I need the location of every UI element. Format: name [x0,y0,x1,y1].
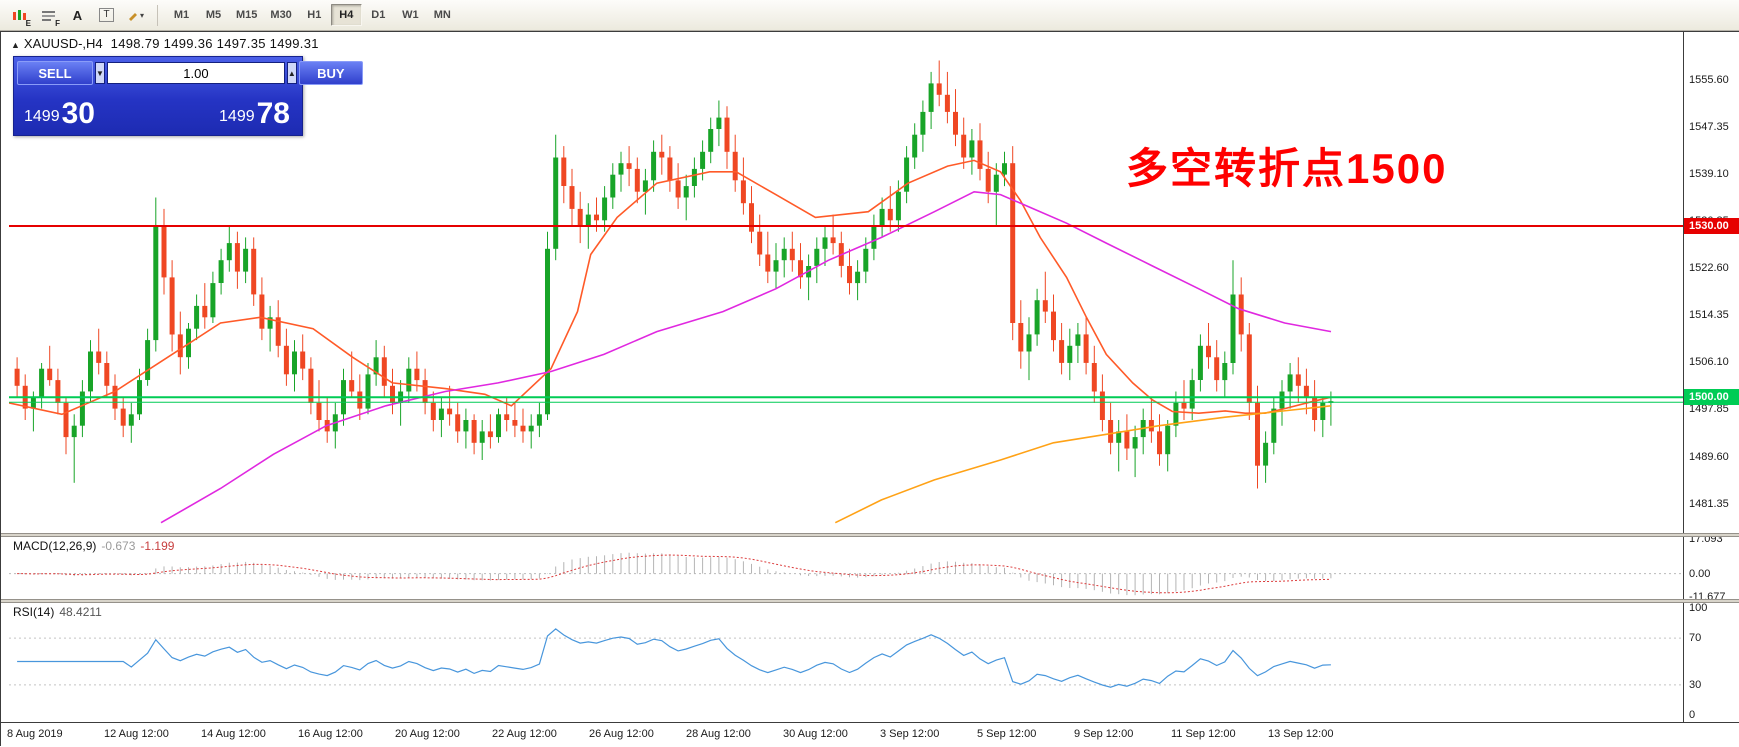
rsi-axis-label: 30 [1689,678,1702,691]
tool-sub-label: F [55,18,60,28]
panel-divider[interactable] [1,599,1739,603]
sell-button[interactable]: SELL [17,61,93,85]
buy-price-pips: 78 [256,96,290,130]
timeframe-M30[interactable]: M30 [270,9,292,21]
list-icon [42,10,55,21]
macd-signal-value: -1.199 [140,539,175,553]
timeframe-W1[interactable]: W1 [402,9,419,21]
text-tool-button[interactable]: A [72,7,83,23]
time-axis-label: 13 Sep 12:00 [1268,728,1334,740]
time-axis-label: 14 Aug 12:00 [201,728,266,740]
chart-window[interactable]: 多空转折点1500 ▲ XAUUSD-,H4 1498.79 1499.36 149… [0,31,1739,747]
timeframe-bar: M1 M5 M15 M30 H1 H4 D1 W1 MN [166,4,458,26]
timeframe-H1[interactable]: H1 [307,9,322,21]
macd-indicator-label: MACD(12,26,9) -0.673 -1.199 [13,539,174,553]
chart-style-button[interactable]: E [6,3,33,28]
price-axis-label: 1497.85 [1689,403,1729,416]
one-click-panel-toggle[interactable]: ▲ [11,40,20,50]
dropdown-caret-icon: ▾ [139,10,144,20]
ma-fast-line [9,159,1332,416]
macd-panel[interactable] [9,537,1683,599]
ma-medium-line [160,190,1332,524]
price-line-tag: 1500.00 [1684,389,1739,406]
timeframe-M1[interactable]: M1 [173,9,190,21]
rsi-axis-label: 70 [1689,632,1702,645]
buy-price[interactable]: 1499 78 [219,96,290,130]
rsi-panel[interactable] [9,603,1683,720]
macd-histogram [24,552,1332,596]
tool-sub-label: E [25,18,31,28]
candlestick-chart-icon [13,9,26,20]
ohlc-values: 1498.79 1499.36 1497.35 1499.31 [110,36,319,51]
panel-divider[interactable] [1,533,1739,537]
macd-name: MACD(12,26,9) [13,539,97,553]
price-axis-label: 1481.35 [1689,497,1729,510]
time-axis-label: 3 Sep 12:00 [880,728,940,740]
time-axis-label: 5 Sep 12:00 [977,728,1037,740]
price-axis-label: 1555.60 [1689,73,1729,86]
pencil-icon [128,13,137,21]
time-axis-label: 20 Aug 12:00 [395,728,460,740]
rsi-axis-label: 0 [1689,709,1696,721]
timeframe-D1[interactable]: D1 [371,9,386,21]
sell-price-pips: 30 [61,96,95,130]
buy-price-big: 1499 [219,108,255,126]
price-line-tag: 1530.00 [1684,218,1739,234]
sell-price-big: 1499 [24,108,60,126]
sell-price[interactable]: 1499 30 [24,96,95,130]
rsi-indicator-label: RSI(14) 48.4211 [13,605,102,619]
time-axis-label: 28 Aug 12:00 [686,728,751,740]
textbox-tool-button[interactable]: T [93,3,120,28]
macd-main-value: -0.673 [101,539,136,553]
macd-axis-label: 0.00 [1689,567,1711,580]
volume-increase-button[interactable]: ▲ [286,62,297,84]
buy-button[interactable]: BUY [298,61,363,85]
time-axis-label: 30 Aug 12:00 [783,728,848,740]
rsi-line [17,628,1331,688]
timeframe-M15[interactable]: M15 [236,9,258,21]
time-axis-label: 26 Aug 12:00 [589,728,654,740]
chart-title: ▲ XAUUSD-,H4 1498.79 1499.36 1497.35 1499.… [11,36,319,51]
volume-input[interactable] [106,62,285,84]
time-axis-label: 9 Sep 12:00 [1074,728,1134,740]
textbox-glyph: T [99,8,114,22]
time-axis-label: 8 Aug 2019 [7,728,63,740]
price-axis-label: 1506.10 [1689,356,1729,369]
time-axis-label: 11 Sep 12:00 [1171,728,1236,740]
symbol-label: XAUUSD-,H4 [23,36,103,51]
timeframe-M5[interactable]: M5 [205,9,222,21]
macd-signal-line [17,554,1331,594]
drawing-tools-button[interactable]: ▾ [122,3,149,28]
time-axis[interactable]: 8 Aug 2019 12 Aug 12:00 14 Aug 12:00 16 Aug… [1,722,1739,747]
one-click-trading-panel: SELL ▼ ▲ BUY 1499 30 1499 78 [13,56,363,136]
toolbar: E F A T ▾ M1 M5 M15 M30 H1 H4 D1 W1 MN [0,0,1739,31]
ma-slow-line [834,405,1332,524]
price-axis-label: 1539.10 [1689,168,1729,181]
candlestick-series [14,60,1334,489]
main-price-chart[interactable] [9,32,1683,533]
timeframe-H4[interactable]: H4 [330,4,362,26]
timeframe-MN[interactable]: MN [433,9,451,21]
object-list-button[interactable]: F [35,3,62,28]
rsi-axis-label: 100 [1689,602,1708,614]
price-axis-label: 1547.35 [1689,121,1729,133]
chart-annotation[interactable]: 多空转折点1500 [1126,145,1448,192]
price-axis-label: 1522.60 [1689,262,1729,275]
time-axis-label: 12 Aug 12:00 [104,728,169,740]
volume-decrease-button[interactable]: ▼ [95,62,105,84]
price-axis-label: 1514.35 [1689,309,1729,322]
rsi-name: RSI(14) [13,605,55,619]
toolbar-separator [157,4,158,26]
time-axis-label: 22 Aug 12:00 [492,728,557,740]
time-axis-label: 16 Aug 12:00 [298,728,363,740]
rsi-value: 48.4211 [59,605,102,619]
price-axis-label: 1489.60 [1689,450,1729,463]
price-axis[interactable]: 1555.601547.351539.101530.851522.601514.… [1683,32,1739,722]
